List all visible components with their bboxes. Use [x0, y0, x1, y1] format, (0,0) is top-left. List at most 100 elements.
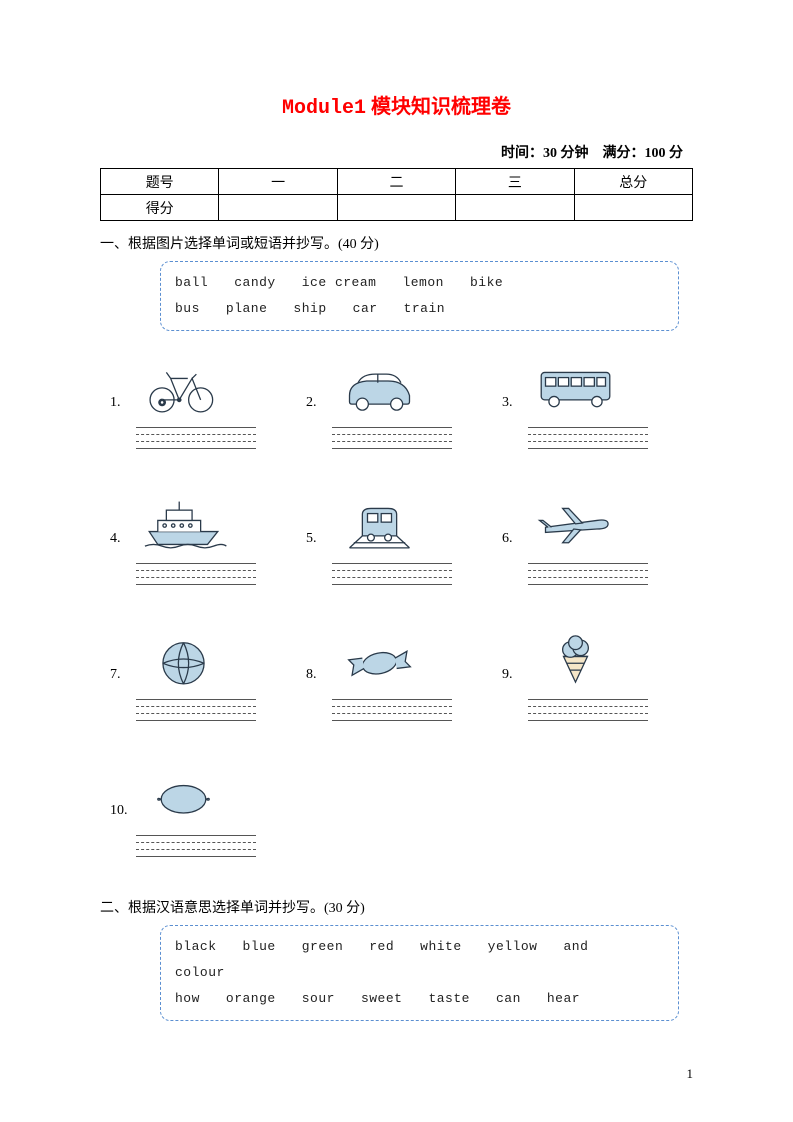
wordbox-word: sour: [302, 986, 335, 1012]
score-label: 满分：: [603, 146, 645, 161]
writing-line: [332, 706, 452, 713]
item-number: 3.: [502, 395, 522, 411]
writing-line: [528, 706, 648, 713]
writing-line: [136, 699, 256, 706]
writing-line: [136, 835, 256, 842]
writing-lines: [528, 563, 648, 591]
wordbox-word: car: [353, 296, 378, 322]
writing-line: [136, 441, 256, 448]
wordbox-word: ship: [293, 296, 326, 322]
wordbox-word: red: [369, 934, 394, 960]
writing-line: [136, 448, 256, 455]
wordbox-row: bus plane ship car train: [175, 296, 664, 322]
item-top: 7.: [110, 617, 231, 689]
cell-header: 题号: [101, 169, 219, 195]
wordbox-word: hear: [547, 986, 580, 1012]
writing-line: [528, 448, 648, 455]
time-label: 时间：: [501, 146, 543, 161]
cell-header: 三: [456, 169, 574, 195]
writing-line: [136, 427, 256, 434]
item-number: 10.: [110, 803, 130, 819]
icecream-icon: [528, 629, 623, 689]
wordbox-word: candy: [234, 270, 276, 296]
item-number: 7.: [110, 667, 130, 683]
bus-icon: [528, 357, 623, 417]
wordbox-row: black blue green red white yellow and colour: [175, 934, 664, 986]
page-number: 1: [687, 1066, 694, 1082]
title-en: Module1: [282, 97, 366, 120]
item-number: 2.: [306, 395, 326, 411]
wordbox-word: black: [175, 934, 217, 960]
exercise-item: 3.: [502, 345, 672, 455]
writing-line: [332, 441, 452, 448]
exercise-item: 2.: [306, 345, 476, 455]
exercise-item: 10.: [110, 753, 280, 863]
item-number: 6.: [502, 531, 522, 547]
writing-line: [332, 434, 452, 441]
spacer: [100, 863, 693, 893]
writing-line: [528, 427, 648, 434]
writing-lines: [332, 427, 452, 455]
writing-line: [136, 842, 256, 849]
wordbox-word: ice cream: [302, 270, 377, 296]
writing-line: [136, 856, 256, 863]
wordbox-word: ball: [175, 270, 208, 296]
writing-line: [528, 441, 648, 448]
wordbox-word: green: [302, 934, 344, 960]
writing-line: [136, 584, 256, 591]
writing-line: [528, 699, 648, 706]
item-top: 10.: [110, 753, 231, 825]
wordbox-word: plane: [226, 296, 268, 322]
writing-line: [332, 427, 452, 434]
writing-line: [528, 713, 648, 720]
wordbox-row: howorangesoursweettastecanhear: [175, 986, 664, 1012]
wordbox-word: yellow: [488, 934, 538, 960]
cell-header: 一: [219, 169, 337, 195]
writing-line: [528, 577, 648, 584]
writing-line: [332, 699, 452, 706]
page: Module1 模块知识梳理卷 时间：30 分钟 满分：100 分 题号 一 二…: [0, 0, 793, 1122]
writing-line: [136, 577, 256, 584]
table-row: 题号 一 二 三 总分: [101, 169, 693, 195]
exercise-item: 1.: [110, 345, 280, 455]
item-top: 6.: [502, 481, 623, 553]
cell-label: 得分: [101, 195, 219, 221]
writing-lines: [528, 699, 648, 727]
item-top: 9.: [502, 617, 623, 689]
writing-line: [332, 448, 452, 455]
wordbox-word: train: [404, 296, 446, 322]
writing-line: [528, 563, 648, 570]
car-icon: [332, 357, 427, 417]
wordbox-word: can: [496, 986, 521, 1012]
cell-empty: [219, 195, 337, 221]
exercise-item: 5.: [306, 481, 476, 591]
cell-empty: [337, 195, 455, 221]
writing-line: [136, 434, 256, 441]
cell-header: 总分: [574, 169, 692, 195]
ball-icon: [136, 629, 231, 689]
lemon-icon: [136, 765, 231, 825]
wordbox-word: sweet: [361, 986, 403, 1012]
exercise-item: 8.: [306, 617, 476, 727]
meta-line: 时间：30 分钟 满分：100 分: [100, 142, 693, 162]
writing-line: [332, 563, 452, 570]
wordbox-word: white: [420, 934, 462, 960]
wordbox-word: and: [563, 934, 588, 960]
writing-lines: [136, 835, 256, 863]
score-value: 100 分: [645, 146, 684, 161]
writing-line: [528, 570, 648, 577]
writing-line: [136, 563, 256, 570]
wordbox-word: bus: [175, 296, 200, 322]
item-top: 8.: [306, 617, 427, 689]
item-number: 1.: [110, 395, 130, 411]
candy-icon: [332, 629, 427, 689]
wordbox-word: blue: [243, 934, 276, 960]
wordbox-word: colour: [175, 960, 225, 986]
writing-lines: [136, 699, 256, 727]
writing-line: [332, 713, 452, 720]
item-top: 5.: [306, 481, 427, 553]
cell-header: 二: [337, 169, 455, 195]
writing-lines: [528, 427, 648, 455]
writing-line: [528, 584, 648, 591]
item-number: 9.: [502, 667, 522, 683]
